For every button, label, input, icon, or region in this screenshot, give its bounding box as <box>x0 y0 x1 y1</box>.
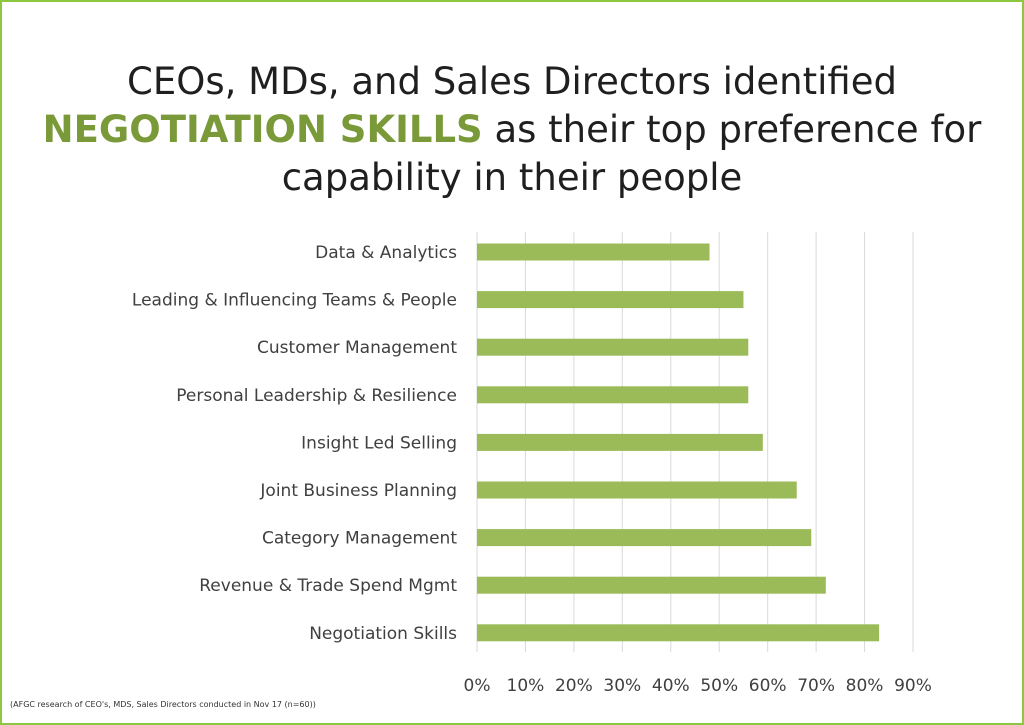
bar <box>477 291 744 309</box>
x-tick-label: 10% <box>507 676 545 696</box>
footnote: (AFGC research of CEO's, MDS, Sales Dire… <box>10 700 316 709</box>
x-tick-label: 30% <box>603 676 641 696</box>
category-label: Leading & Influencing Teams & People <box>132 291 457 311</box>
category-label: Customer Management <box>257 338 457 358</box>
x-tick-label: 20% <box>555 676 593 696</box>
category-label: Joint Business Planning <box>259 481 457 501</box>
bar <box>477 624 880 642</box>
bar <box>477 386 749 404</box>
category-label: Category Management <box>262 529 457 549</box>
bar <box>477 433 763 451</box>
slide-title: CEOs, MDs, and Sales Directors identifie… <box>20 58 1004 202</box>
bar <box>477 481 797 499</box>
title-highlight: NEGOTIATION SKILLS <box>42 108 483 151</box>
x-tick-label: 60% <box>749 676 787 696</box>
bar <box>477 338 749 356</box>
bar <box>477 576 826 594</box>
title-line-3: capability in their people <box>281 156 743 199</box>
category-label: Data & Analytics <box>315 243 457 263</box>
category-label: Negotiation Skills <box>309 624 457 644</box>
category-label: Insight Led Selling <box>301 433 457 453</box>
x-tick-label: 70% <box>797 676 835 696</box>
title-line-2: NEGOTIATION SKILLS as their top preferen… <box>20 106 1004 154</box>
bar <box>477 243 710 261</box>
x-tick-label: 40% <box>652 676 690 696</box>
x-tick-label: 0% <box>464 676 491 696</box>
x-tick-label: 80% <box>846 676 884 696</box>
x-tick-label: 50% <box>700 676 738 696</box>
bar <box>477 529 812 547</box>
x-tick-label: 90% <box>894 676 932 696</box>
title-line-1: CEOs, MDs, and Sales Directors identifie… <box>127 60 897 103</box>
title-line-2-rest: as their top preference for <box>482 108 982 151</box>
category-label: Revenue & Trade Spend Mgmt <box>199 576 457 596</box>
category-label: Personal Leadership & Resilience <box>176 386 457 406</box>
